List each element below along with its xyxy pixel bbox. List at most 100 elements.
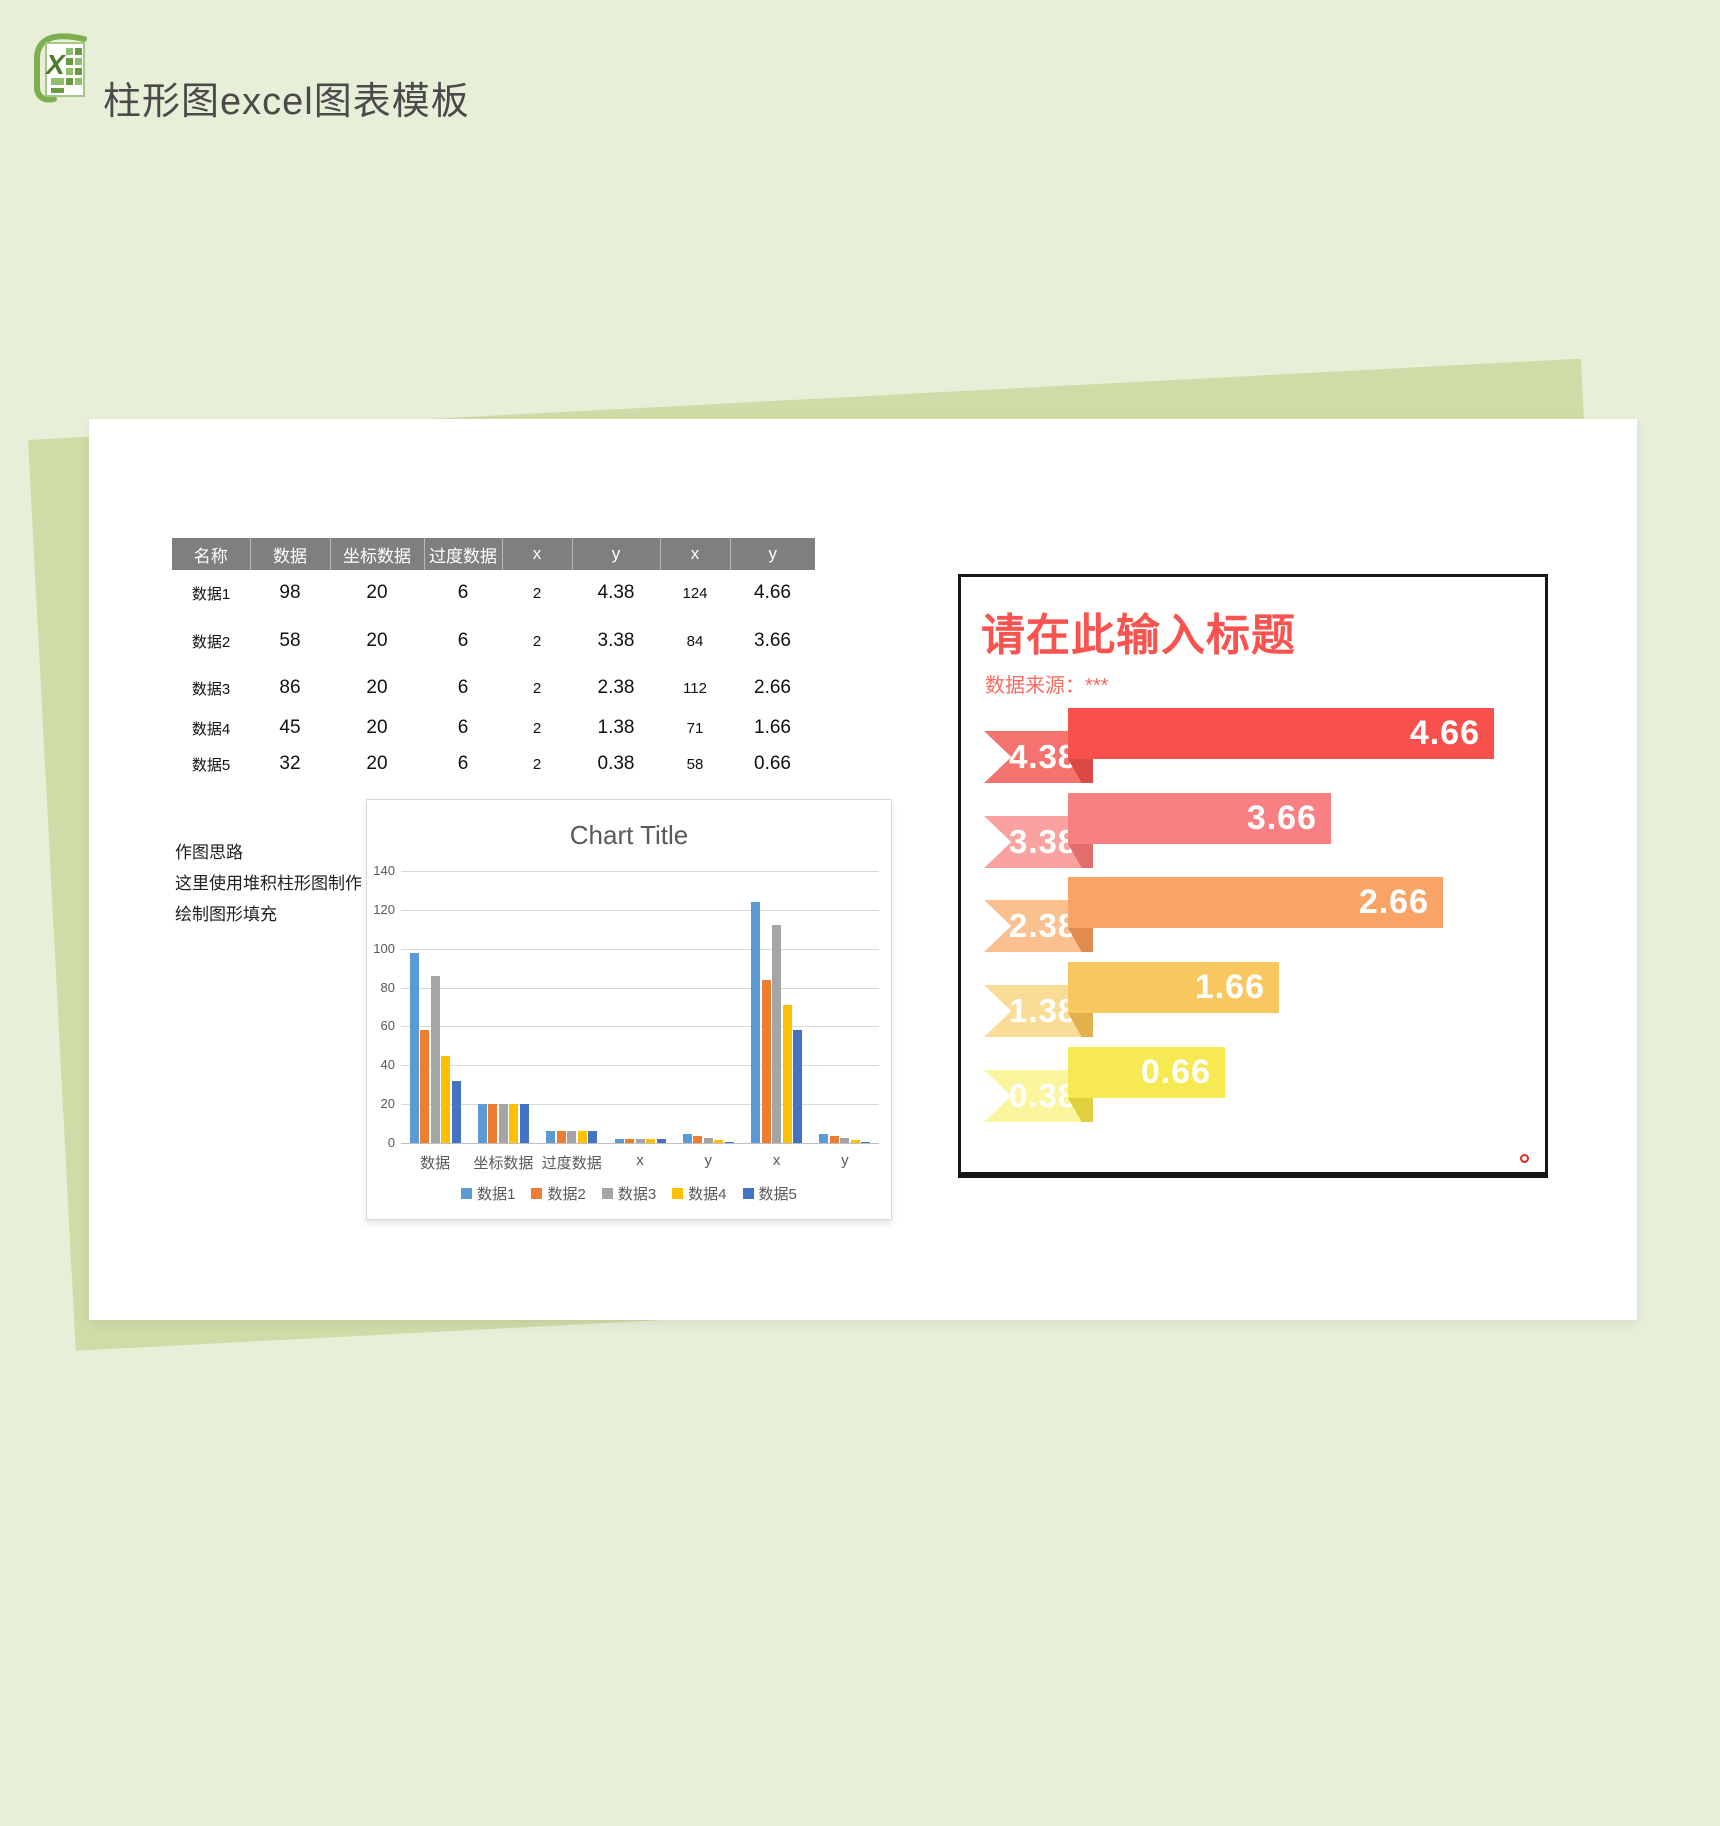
note-line: 这里使用堆积柱形图制作 xyxy=(175,874,362,893)
table-cell: 6 xyxy=(457,753,469,774)
x-category-label: 数据 xyxy=(420,1155,451,1172)
column-chart[interactable]: Chart Title 0 20 40 60 80 100 120 140 数据 坐标数据 过度数据… xyxy=(366,799,892,1220)
column-bar xyxy=(441,1055,451,1143)
svg-text:X: X xyxy=(44,49,67,80)
column-bar xyxy=(546,1131,556,1143)
table-cell: 数据2 xyxy=(191,633,231,651)
table-header-cell: x xyxy=(660,538,731,570)
column-bar xyxy=(850,1139,860,1143)
table-row: 数据5 32 20 6 2 0.38 58 0.66 xyxy=(172,746,815,782)
ribbon-flag-label: 4.38 xyxy=(1009,738,1078,775)
table-cell: 45 xyxy=(279,717,301,738)
legend-item: 数据5 xyxy=(742,1183,797,1204)
column-bar xyxy=(693,1136,703,1143)
note-line: 作图思路 xyxy=(175,843,243,862)
page-title: 柱形图excel图表模板 xyxy=(103,81,470,123)
x-category-label: 过度数据 xyxy=(541,1155,602,1172)
table-cell: 20 xyxy=(366,717,388,738)
column-bar xyxy=(567,1131,577,1143)
gridline xyxy=(401,1026,879,1028)
y-tick-label: 20 xyxy=(380,1096,395,1112)
table-header-cell: 名称 xyxy=(172,538,251,570)
y-tick-label: 100 xyxy=(373,940,395,956)
column-bar xyxy=(430,975,440,1143)
ribbon-bar: 2.66 xyxy=(1068,877,1443,928)
column-bar xyxy=(682,1134,692,1143)
column-bar xyxy=(724,1142,734,1143)
table-cell: 20 xyxy=(366,677,388,698)
table-header-cell: y xyxy=(572,538,661,570)
ribbon-bar-value: 1.66 xyxy=(1194,968,1265,1006)
data-table-wrap[interactable]: 名称 数据 坐标数据 过度数据 x y x y 数据1 98 20 6 2 4.38 124 4.66 数据2 5… xyxy=(172,538,815,782)
table-cell: 2 xyxy=(532,755,542,773)
table-header-row: 名称 数据 坐标数据 过度数据 x y x y xyxy=(172,538,815,570)
ribbon-bar: 1.66 xyxy=(1068,962,1279,1013)
ribbon-bar: 4.66 xyxy=(1068,708,1494,759)
y-tick-label: 140 xyxy=(373,863,395,878)
legend-item: 数据3 xyxy=(601,1183,656,1204)
column-bar xyxy=(714,1140,724,1143)
excel-icon: X xyxy=(31,30,89,109)
gridline xyxy=(401,871,879,872)
column-bar xyxy=(477,1104,487,1143)
ribbon-bar-value: 4.66 xyxy=(1409,714,1480,752)
y-tick-label: 80 xyxy=(380,979,395,995)
ribbon-flag-label: 2.38 xyxy=(1009,907,1078,944)
table-cell: 6 xyxy=(457,677,469,698)
table-cell: 3.38 xyxy=(597,630,635,651)
ribbon-bar-value: 0.66 xyxy=(1140,1053,1211,1091)
legend-swatch-icon xyxy=(672,1188,684,1199)
table-cell: 2 xyxy=(532,584,542,602)
x-category-label: x xyxy=(636,1152,644,1169)
table-cell: 数据4 xyxy=(191,720,231,738)
x-axis-line xyxy=(401,1143,879,1144)
table-header-cell: 数据 xyxy=(250,538,331,570)
ribbon-chart-panel[interactable]: 请在此输入标题 数据来源：*** 4.38 4.66 3.38 3.66 2.38 2.6… xyxy=(958,574,1548,1178)
chart-legend: 数据1 数据2 数据3 数据4 数据5 xyxy=(367,1183,891,1204)
legend-item: 数据1 xyxy=(461,1183,515,1204)
table-cell: 2 xyxy=(532,632,542,650)
y-tick-label: 120 xyxy=(373,901,395,917)
gridline xyxy=(401,948,879,950)
table-cell: 0.38 xyxy=(597,753,635,774)
column-bar xyxy=(625,1139,634,1143)
y-tick-label: 60 xyxy=(380,1018,395,1034)
table-cell: 86 xyxy=(279,677,301,698)
ribbon-chart-title: 请在此输入标题 xyxy=(981,611,1296,660)
column-bar xyxy=(614,1139,624,1143)
table-cell: 1.66 xyxy=(754,717,791,738)
y-tick-label: 0 xyxy=(387,1135,395,1150)
table-cell: 71 xyxy=(686,719,704,737)
ribbon-bar-value: 3.66 xyxy=(1246,799,1317,837)
table-row: 数据1 98 20 6 2 4.38 124 4.66 xyxy=(172,570,815,616)
legend-item: 数据2 xyxy=(531,1183,586,1204)
column-bar xyxy=(420,1030,430,1143)
column-bar xyxy=(793,1030,803,1143)
legend-swatch-icon xyxy=(601,1188,613,1199)
column-bar xyxy=(577,1131,587,1143)
column-bar xyxy=(588,1131,598,1143)
y-tick-label: 40 xyxy=(380,1057,395,1073)
note-line: 绘制图形填充 xyxy=(175,905,277,924)
column-bar xyxy=(751,902,761,1143)
column-bar xyxy=(819,1133,829,1143)
table-header-cell: x xyxy=(502,538,573,570)
column-bar xyxy=(509,1104,519,1143)
x-category-label: x xyxy=(772,1152,781,1169)
legend-label: 数据5 xyxy=(758,1186,797,1203)
table-cell: 2.38 xyxy=(597,677,635,698)
table-cell: 4.38 xyxy=(597,582,635,603)
table-cell: 20 xyxy=(366,582,388,603)
table-cell: 58 xyxy=(279,630,301,651)
data-source-label: 数据来源：*** xyxy=(985,675,1109,697)
gridline xyxy=(401,1104,879,1106)
table-cell: 数据1 xyxy=(191,585,231,603)
column-bar xyxy=(488,1104,498,1143)
column-bar xyxy=(519,1104,529,1143)
data-table: 名称 数据 坐标数据 过度数据 x y x y 数据1 98 20 6 2 4.38 124 4.66 数据2 5… xyxy=(172,538,815,782)
worksheet-card: 名称 数据 坐标数据 过度数据 x y x y 数据1 98 20 6 2 4.38 124 4.66 数据2 5… xyxy=(89,419,1637,1320)
table-cell: 3.66 xyxy=(754,630,791,651)
column-bar xyxy=(498,1104,508,1143)
chart-title: Chart Title xyxy=(569,820,689,850)
